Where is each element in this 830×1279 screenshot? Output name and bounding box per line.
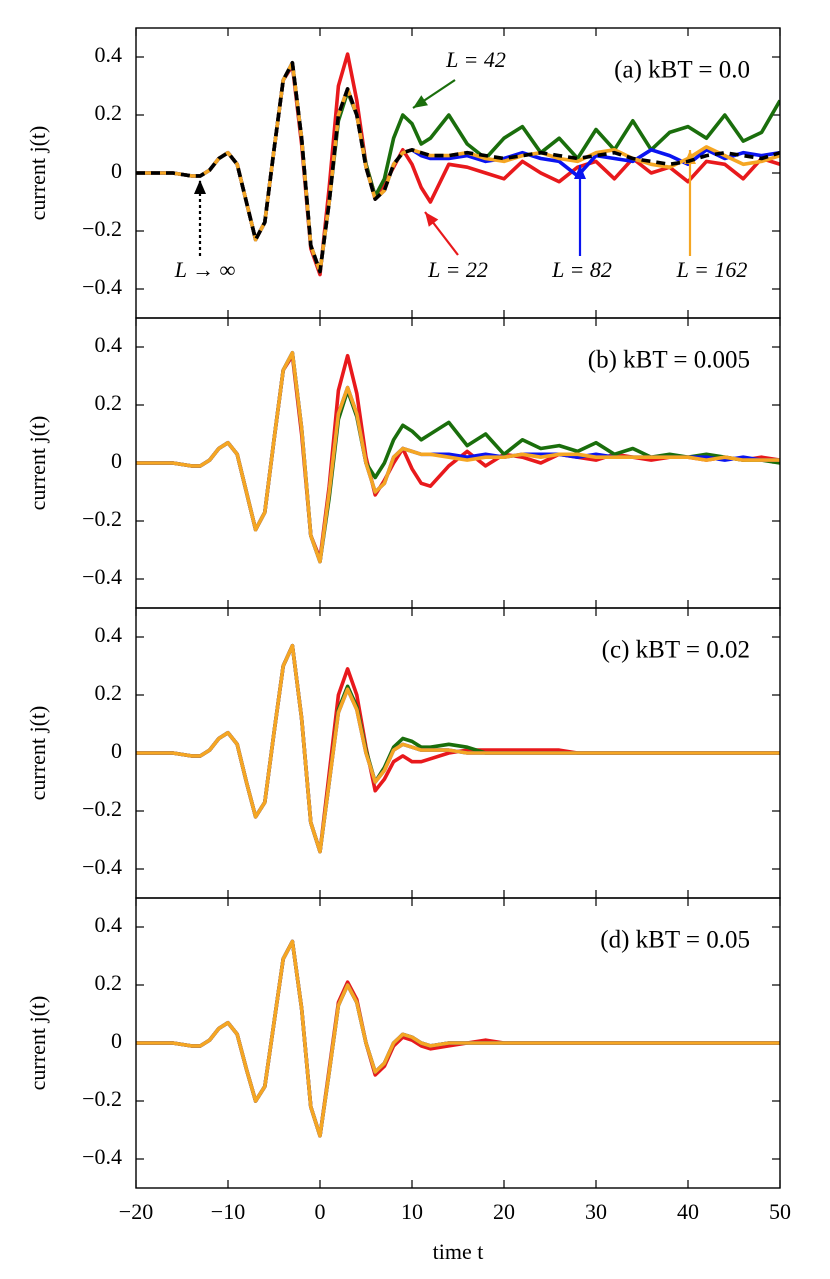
- y-tick-label: −0.2: [82, 1086, 122, 1111]
- x-tick-label: 30: [585, 1199, 607, 1224]
- line-series: [136, 939, 780, 1138]
- line-series: [136, 939, 780, 1138]
- x-axis-label: time t: [433, 1239, 484, 1264]
- plot-frame: [135, 897, 781, 1189]
- y-axis-label: current j(t): [25, 416, 50, 511]
- series-annotation: L = 42: [445, 47, 506, 72]
- line-series: [136, 52, 780, 277]
- x-tick-label: 20: [493, 1199, 515, 1224]
- line-series: [136, 939, 780, 1138]
- y-tick-label: −0.4: [82, 854, 122, 879]
- y-axis-label: current j(t): [25, 126, 50, 221]
- y-axis-label: current j(t): [25, 706, 50, 801]
- panel-title: (a) kBT = 0.0: [614, 57, 750, 84]
- line-series: [136, 61, 780, 274]
- panel-title: (c) kBT = 0.02: [602, 637, 750, 664]
- y-tick-label: 0.2: [95, 390, 123, 415]
- panel-title: (d) kBT = 0.05: [600, 927, 750, 954]
- series-annotation: L = 162: [676, 257, 748, 282]
- y-tick-label: 0.4: [95, 912, 123, 937]
- arrow-head: [413, 95, 428, 108]
- arrow-head: [194, 180, 206, 194]
- line-series: [136, 643, 780, 854]
- arrow-head: [425, 212, 439, 227]
- y-tick-label: −0.4: [82, 1144, 122, 1169]
- y-tick-label: 0: [111, 1028, 122, 1053]
- series-annotation: L = 22: [427, 257, 488, 282]
- line-series: [136, 939, 780, 1138]
- x-tick-label: 0: [315, 1199, 326, 1224]
- y-tick-label: 0.4: [95, 332, 123, 357]
- arrow-head: [574, 165, 586, 179]
- line-series: [136, 643, 780, 854]
- y-tick-label: 0: [111, 158, 122, 183]
- y-tick-label: −0.2: [82, 216, 122, 241]
- line-series: [136, 643, 780, 854]
- x-tick-label: 40: [677, 1199, 699, 1224]
- panel-title: (b) kBT = 0.005: [588, 347, 750, 374]
- series-annotation: L → ∞: [174, 257, 236, 282]
- y-tick-label: 0.2: [95, 100, 123, 125]
- line-series: [136, 643, 780, 854]
- y-tick-label: 0: [111, 448, 122, 473]
- y-tick-label: 0.4: [95, 42, 123, 67]
- y-tick-label: −0.4: [82, 564, 122, 589]
- y-tick-label: 0.2: [95, 680, 123, 705]
- line-series: [136, 351, 780, 564]
- x-tick-label: −10: [211, 1199, 245, 1224]
- y-tick-label: −0.2: [82, 506, 122, 531]
- x-tick-label: 50: [769, 1199, 791, 1224]
- y-tick-label: 0.2: [95, 970, 123, 995]
- y-tick-label: −0.4: [82, 274, 122, 299]
- y-axis-label: current j(t): [25, 996, 50, 1091]
- y-tick-label: 0: [111, 738, 122, 763]
- y-tick-label: 0.4: [95, 622, 123, 647]
- y-tick-label: −0.2: [82, 796, 122, 821]
- x-tick-label: 10: [401, 1199, 423, 1224]
- x-tick-label: −20: [119, 1199, 153, 1224]
- series-annotation: L = 82: [551, 257, 612, 282]
